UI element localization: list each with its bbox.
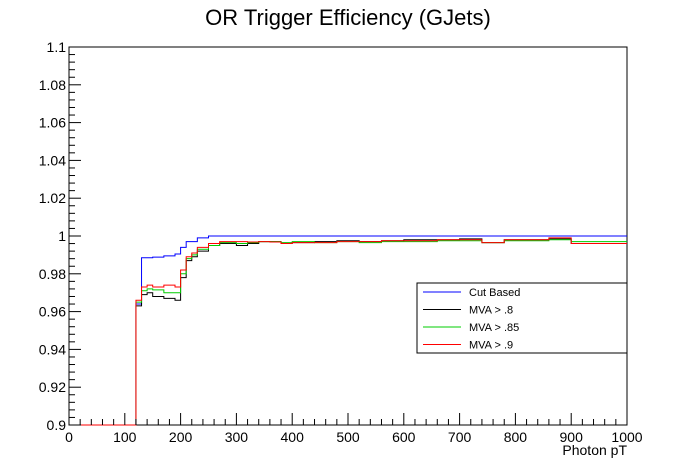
y-tick-label: 0.92 xyxy=(39,379,66,395)
legend-label: MVA > .9 xyxy=(469,340,513,352)
x-tick-label: 0 xyxy=(65,429,73,445)
y-tick-label: 1.04 xyxy=(39,152,66,168)
x-tick-label: 100 xyxy=(113,429,137,445)
x-tick-label: 400 xyxy=(281,429,305,445)
x-axis: 0 100 200 300 400 500 600 700 800 900 1000 xyxy=(65,413,643,445)
x-tick-label: 900 xyxy=(560,429,584,445)
x-tick-label: 500 xyxy=(336,429,360,445)
y-tick-label: 0.98 xyxy=(39,266,66,282)
legend-label: MVA > .8 xyxy=(469,305,513,317)
y-tick-label: 1.1 xyxy=(47,39,67,55)
x-tick-label: 300 xyxy=(225,429,249,445)
series-mva-9 xyxy=(69,237,627,426)
legend-box xyxy=(416,282,628,354)
legend-label: MVA > .85 xyxy=(469,322,519,334)
y-tick-label: 0.96 xyxy=(39,304,66,320)
y-tick-label: 0.94 xyxy=(39,341,66,357)
y-tick-label: 1.02 xyxy=(39,190,66,206)
x-axis-title: Photon pT xyxy=(562,442,627,458)
y-tick-label: 1.06 xyxy=(39,115,66,131)
legend-label: Cut Based xyxy=(469,287,520,299)
y-tick-label: 0.9 xyxy=(47,417,67,433)
y-axis: 0.9 0.92 0.94 0.96 0.98 1 1.02 1.04 1.06 1.08 1.1 xyxy=(39,39,81,433)
x-tick-label: 200 xyxy=(169,429,193,445)
y-tick-label: 1.08 xyxy=(39,77,66,93)
y-tick-label: 1 xyxy=(58,228,66,244)
x-tick-label: 800 xyxy=(504,429,528,445)
chart-title: OR Trigger Efficiency (GJets) xyxy=(205,5,491,30)
x-tick-label: 1000 xyxy=(611,429,642,445)
legend: Cut Based MVA > .8 MVA > .85 MVA > .9 xyxy=(416,282,628,354)
x-tick-label: 600 xyxy=(392,429,416,445)
x-tick-label: 700 xyxy=(448,429,472,445)
series-cut-based xyxy=(69,235,627,426)
plot-area xyxy=(68,46,628,426)
